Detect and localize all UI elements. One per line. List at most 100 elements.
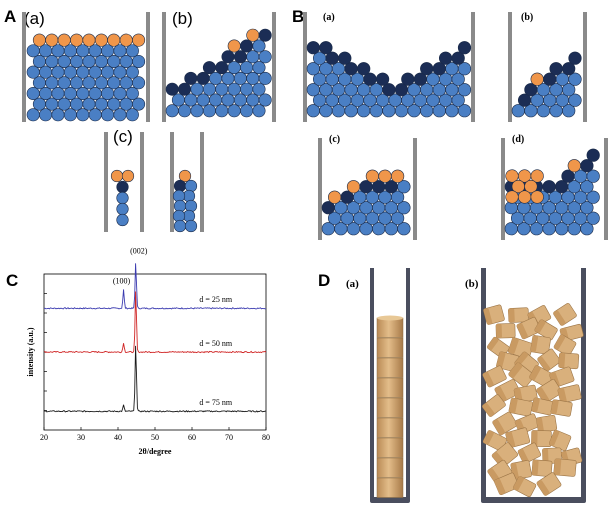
container-wall [508,12,512,122]
sphere [57,76,71,90]
sphere [82,54,96,68]
sphere [32,97,46,111]
sphere [209,93,223,107]
packing-column-a-a [22,12,150,122]
packed-cylinder [494,472,520,496]
sphere [580,159,594,173]
sphere [457,83,472,97]
sphere [246,71,260,85]
peak-label-002: (002) [130,247,148,256]
sphere [562,62,576,76]
sphere [530,169,544,183]
sphere [119,76,133,90]
sphere [586,190,600,204]
cylinder-shade [508,397,518,414]
sphere [209,71,223,85]
sphere [328,190,342,204]
cylinder-shade [529,365,541,381]
sphere [451,93,465,107]
container-wall [318,138,322,240]
packing-column-b-a [303,12,475,122]
sphere [562,104,576,118]
packed-cylinder [508,362,535,388]
packed-cylinder [553,303,577,326]
packed-cylinder [482,430,508,452]
packed-cylinder [530,335,551,355]
series-annotation-25nm: d = 25 nm [199,295,233,304]
x-tick-label: 60 [188,433,196,442]
container-wall [200,132,204,232]
sphere [107,33,121,47]
cylinder-shade [530,335,539,353]
sphere [338,51,352,65]
x-axis-label: 2θ/degree [139,447,172,456]
sphere [397,222,411,236]
tube-random-packing [481,268,586,503]
sphere [178,169,192,183]
sphere [125,65,139,79]
subpanel-label-a-b: (b) [172,9,193,28]
sphere [196,93,210,107]
sphere [240,82,254,96]
cylinder-shade [487,337,499,350]
sphere [252,39,266,53]
sphere [457,62,472,76]
sphere [451,51,465,65]
sphere [26,44,40,58]
cylinder-shade [495,323,502,339]
sphere [567,159,581,173]
sphere [196,71,210,85]
sphere [562,83,576,97]
subpanel-label-d-a: (a) [346,278,359,290]
cylinder-shade [492,419,505,435]
xrd-series [43,263,267,413]
panel-b: B (a) (b) (c) (d) [292,7,608,240]
cylinder-segment [376,357,404,378]
cylinder-shade [494,386,507,403]
sphere [76,108,90,122]
sphere [32,76,46,90]
cylinder-shade [554,334,566,350]
cylinder-shade [483,430,494,445]
packed-cylinder [550,399,573,417]
subpanel-label-b-c: (c) [329,134,340,145]
sphere [580,201,594,215]
sphere [63,108,77,122]
sphere [252,104,266,118]
panel-label-c: C [6,271,18,290]
cylinder-shade [505,431,516,448]
sphere [240,39,254,53]
cylinder-shade [542,448,549,464]
sphere [165,104,179,118]
sphere [132,97,146,111]
packed-cylinder [553,458,577,477]
sphere [568,72,582,86]
cylinder-shade [496,351,506,369]
sphere [221,93,235,107]
packing-column-b-d [501,138,608,240]
subpanel-label-b-b: (b) [521,12,533,23]
cylinder-shade [550,399,559,415]
x-tick-label: 20 [40,433,48,442]
cylinder-segment [376,457,404,478]
sphere [63,44,77,58]
sphere [39,44,53,58]
sphere [184,219,198,233]
sphere [113,65,127,79]
x-tick-label: 80 [262,433,270,442]
sphere [165,82,179,96]
packed-cylinder [505,427,531,448]
container-wall [272,12,276,122]
cylinder-shade [494,478,506,495]
sphere [88,108,102,122]
sphere [221,50,235,64]
cylinder-segment [376,477,404,498]
cylinder-shade [531,459,539,476]
sphere [420,62,434,76]
sphere [391,211,405,225]
cylinder-shade [508,308,515,323]
sphere [101,108,115,122]
packing-column-b-b [508,12,587,122]
sphere [70,76,84,90]
